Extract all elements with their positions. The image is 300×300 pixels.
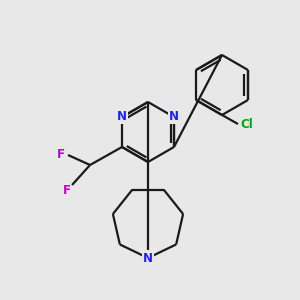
Text: N: N — [117, 110, 127, 124]
Text: N: N — [169, 110, 179, 124]
Text: F: F — [57, 148, 65, 160]
Text: F: F — [63, 184, 71, 197]
Text: N: N — [143, 251, 153, 265]
Text: Cl: Cl — [240, 118, 253, 130]
